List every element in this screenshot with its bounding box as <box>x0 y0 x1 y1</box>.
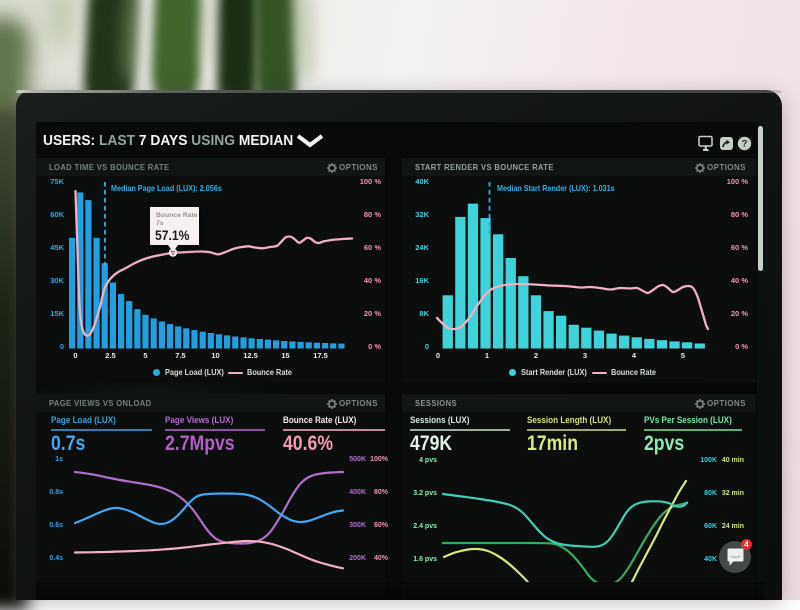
svg-text:?: ? <box>742 139 748 150</box>
